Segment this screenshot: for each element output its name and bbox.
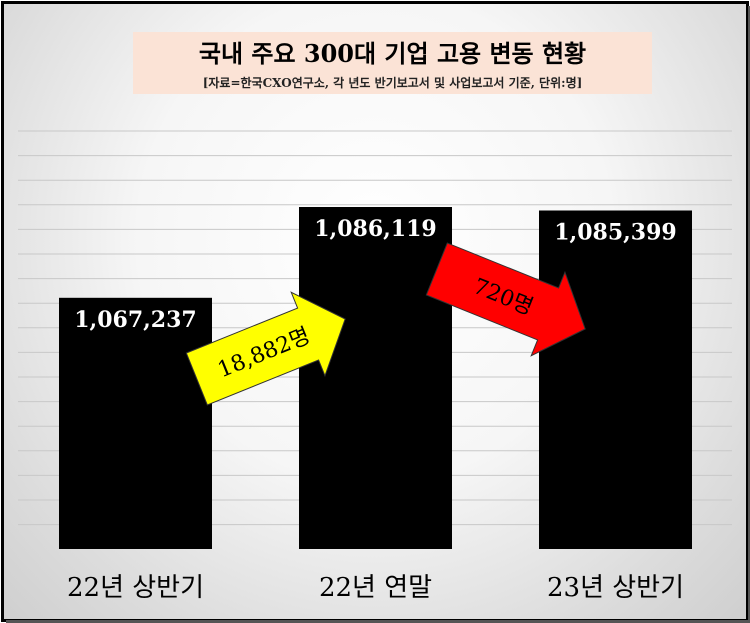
- category-label: 23년 상반기: [547, 573, 684, 603]
- bar: [539, 210, 692, 549]
- bar-value-label: 1,067,237: [74, 307, 196, 333]
- chart-subtitle: [자료=한국CXO연구소, 각 년도 반기보고서 및 사업보고서 기준, 단위:…: [202, 76, 583, 90]
- category-label: 22년 상반기: [67, 573, 204, 603]
- chart-title: 국내 주요 300대 기업 고용 변동 현황: [198, 39, 587, 68]
- bar-value-label: 1,086,119: [314, 216, 436, 242]
- bar: [59, 297, 212, 549]
- frame-shadow-right: [748, 6, 750, 620]
- change-arrow: 720명: [425, 242, 586, 357]
- bar: [299, 207, 452, 549]
- category-label: 22년 연말: [319, 573, 432, 603]
- title-box: 국내 주요 300대 기업 고용 변동 현황 [자료=한국CXO연구소, 각 년…: [133, 32, 652, 94]
- bar-value-labels: 1,067,237 1,086,119 1,085,399: [74, 216, 676, 333]
- bar-value-label: 1,085,399: [554, 220, 676, 246]
- bars: [59, 207, 692, 549]
- arrow-shape: [185, 291, 346, 406]
- arrow-shape: [425, 242, 586, 357]
- frame-shadow-bottom: [6, 620, 750, 623]
- category-labels: 22년 상반기 22년 연말 23년 상반기: [67, 573, 684, 603]
